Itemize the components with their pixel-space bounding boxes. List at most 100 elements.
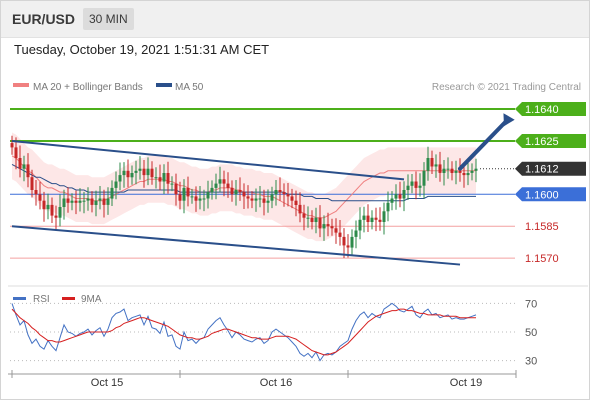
rsi-ma-legend-label: 9MA — [81, 294, 102, 305]
candle-body-10 — [50, 204, 54, 216]
candle-28 — [122, 162, 126, 188]
ma50-legend-label: MA 50 — [175, 82, 204, 93]
candle-55 — [230, 180, 234, 202]
candle-body-70 — [290, 196, 294, 201]
candle-70 — [290, 188, 294, 209]
candle-15 — [70, 193, 74, 211]
candle-body-66 — [274, 190, 278, 195]
candle-88 — [362, 206, 366, 233]
candle-43 — [182, 179, 186, 214]
rsi-legend-label: RSI — [33, 294, 50, 305]
candle-22 — [98, 186, 102, 210]
target-arrow-shaft — [458, 117, 510, 171]
candle-50 — [210, 180, 214, 200]
price-tag-label-2: 1.1612 — [525, 164, 559, 176]
candle-body-4 — [26, 164, 30, 178]
candle-body-55 — [230, 187, 234, 195]
candle-36 — [154, 167, 158, 189]
candle-39 — [166, 161, 170, 194]
candle-body-46 — [194, 196, 198, 201]
candle-body-104 — [426, 158, 430, 171]
candle-body-72 — [298, 204, 302, 214]
price-tag-label-4: 1.1585 — [525, 221, 559, 233]
candle-89 — [366, 204, 370, 232]
candle-3 — [22, 155, 26, 182]
candle-body-44 — [186, 187, 190, 197]
candle-body-60 — [250, 198, 254, 201]
candle-99 — [406, 174, 410, 200]
candle-body-49 — [206, 192, 210, 199]
candle-18 — [82, 191, 86, 214]
candle-body-85 — [350, 236, 354, 248]
candle-19 — [86, 187, 90, 211]
target-arrow-head — [503, 113, 515, 127]
candle-27 — [118, 162, 122, 191]
candle-57 — [238, 177, 242, 201]
candle-body-8 — [42, 200, 46, 210]
candle-41 — [174, 173, 178, 206]
candle-13 — [62, 189, 66, 220]
candle-body-95 — [390, 198, 394, 203]
candle-6 — [34, 180, 38, 206]
candle-20 — [90, 191, 94, 213]
candle-body-62 — [258, 198, 262, 200]
candle-body-41 — [174, 183, 178, 195]
candle-body-25 — [110, 187, 114, 199]
candle-body-109 — [446, 168, 450, 170]
candle-body-24 — [106, 198, 110, 205]
candle-61 — [254, 188, 258, 212]
candle-body-90 — [370, 217, 374, 222]
candle-29 — [126, 159, 130, 188]
timeframe-badge[interactable]: 30 MIN — [83, 8, 134, 30]
price-tag-2: 1.1612 — [515, 161, 586, 176]
rsi-panel: 70 50 30 — [10, 298, 537, 368]
candle-26 — [114, 171, 118, 200]
candle-body-114 — [466, 173, 470, 176]
candle-104 — [426, 146, 430, 181]
candle-body-94 — [386, 202, 390, 212]
candle-71 — [294, 190, 298, 217]
candle-body-97 — [398, 194, 402, 199]
candle-5 — [30, 169, 34, 198]
candle-body-83 — [342, 236, 346, 246]
candle-65 — [270, 186, 274, 209]
candle-16 — [74, 190, 78, 215]
rsi-legend-swatch — [13, 297, 26, 300]
candle-48 — [202, 189, 206, 212]
candle-84 — [346, 234, 350, 258]
candle-4 — [26, 153, 30, 188]
candle-body-36 — [154, 177, 158, 179]
candle-body-88 — [362, 215, 366, 220]
candle-32 — [138, 156, 142, 180]
candle-body-67 — [278, 190, 282, 193]
candle-114 — [466, 161, 470, 186]
candle-body-48 — [202, 198, 206, 200]
candle-49 — [206, 180, 210, 209]
candle-body-53 — [222, 179, 226, 184]
candle-23 — [102, 189, 106, 218]
candle-body-50 — [210, 187, 214, 193]
chart-datetime: Tuesday, October 19, 2021 1:51:31 AM CET — [14, 42, 270, 57]
candle-body-51 — [214, 183, 218, 188]
price-tag-box-3 — [515, 187, 586, 202]
candle-body-98 — [402, 190, 406, 199]
candle-body-103 — [422, 170, 426, 186]
candle-body-16 — [74, 200, 78, 203]
candle-body-34 — [146, 168, 150, 176]
candle-31 — [134, 160, 138, 185]
candle-body-52 — [218, 179, 222, 184]
candlesticks — [10, 135, 478, 258]
candle-69 — [286, 183, 290, 207]
candle-body-111 — [454, 170, 458, 173]
candle-33 — [142, 160, 146, 188]
candle-body-86 — [354, 230, 358, 237]
candle-body-112 — [458, 170, 462, 173]
price-levels — [10, 108, 515, 259]
candle-46 — [194, 186, 198, 212]
price-tag-label-1: 1.1625 — [525, 136, 559, 148]
candle-0 — [10, 135, 14, 155]
candle-81 — [334, 218, 338, 244]
candle-74 — [306, 206, 310, 228]
candle-body-5 — [30, 177, 34, 190]
